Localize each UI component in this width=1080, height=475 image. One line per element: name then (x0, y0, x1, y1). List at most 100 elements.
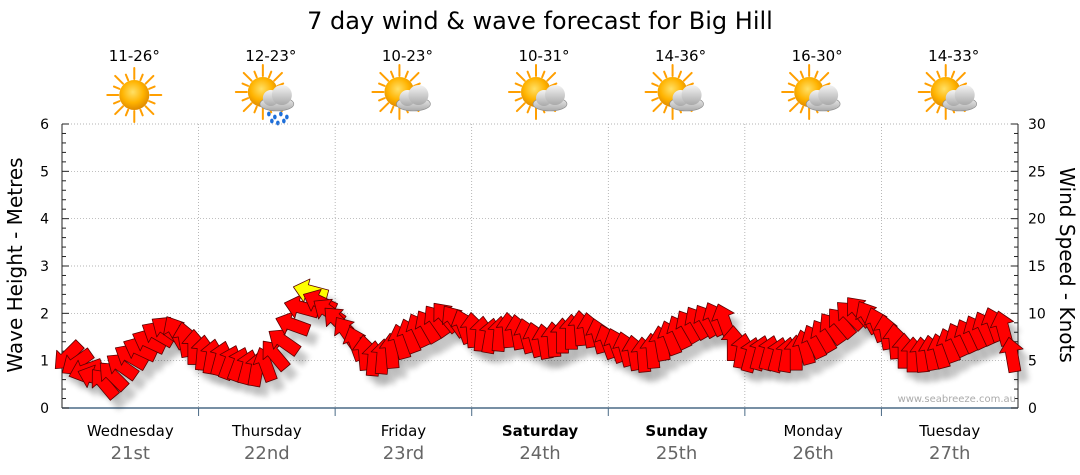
sun-ray (651, 97, 659, 102)
y-tick-label-right: 10 (1028, 306, 1046, 322)
sun-ray (924, 82, 932, 87)
sun-ray (686, 82, 694, 87)
sun-ray (936, 105, 941, 114)
credit-text: www.seabreeze.com.au (898, 394, 1016, 405)
day-temp-range: 16-30° (792, 47, 843, 65)
sun-ray (819, 71, 830, 82)
day-name-label: Sunday (645, 422, 708, 440)
sun-ray (663, 105, 668, 114)
cloud-puff (408, 85, 429, 105)
cloud-shape (942, 85, 978, 112)
sun-ray (390, 105, 395, 114)
y-tick-label-left: 6 (40, 117, 49, 133)
raindrop (267, 111, 271, 117)
sun-ray (267, 70, 273, 79)
day-temp-range: 12-23° (245, 47, 296, 65)
y-tick-label-right: 15 (1028, 259, 1046, 275)
sun-ray (413, 82, 421, 87)
sun-ray (651, 82, 659, 87)
sun-ray (959, 82, 968, 87)
sun-ray (526, 105, 531, 114)
partly-cloudy-icon (371, 64, 431, 120)
raindrop (279, 111, 283, 117)
cloud-shape (532, 85, 568, 112)
day-temp-range: 14-33° (928, 47, 979, 65)
day-labels: Wednesday 21st Thursday 22nd Friday 23rd Satur… (87, 422, 980, 464)
sun-ray (378, 82, 386, 87)
day-temp-range: 10-23° (382, 47, 433, 65)
y-tick-label-right: 5 (1028, 354, 1037, 370)
sun-ray (925, 102, 936, 113)
sun-ray (242, 71, 253, 82)
y-axis-right-label: Wind Speed - Knots (1055, 167, 1079, 363)
cloud-puff (681, 85, 702, 105)
wind-arrow (268, 329, 302, 357)
sun-ray (379, 102, 390, 113)
y-tick-label-left: 3 (40, 259, 49, 275)
wind-arrow (106, 353, 140, 382)
day-name-label: Tuesday (918, 422, 980, 440)
sun-ray (652, 102, 663, 113)
sun-ray (663, 70, 668, 79)
sun-ray (652, 71, 663, 82)
sun-ray (390, 70, 395, 79)
sun-ray (139, 108, 144, 117)
sun-ray (526, 70, 531, 79)
sun-ray (956, 71, 966, 82)
day-date-label: 23rd (383, 443, 424, 464)
sun-ray (241, 97, 250, 102)
chart-axes: 0 1 2 3 4 5 6 0 5 10 15 20 25 30 (40, 117, 1046, 417)
raindrop (285, 114, 289, 120)
sun-ray (541, 70, 546, 79)
day-date-label: 26th (792, 443, 833, 464)
y-tick-label-right: 0 (1028, 401, 1037, 417)
sun-ray (241, 82, 250, 87)
sun-ray (682, 71, 693, 82)
sun-ray (253, 70, 258, 79)
sun-ray (677, 70, 682, 79)
wind-arrows (54, 278, 1024, 401)
wind-arrow (275, 311, 312, 337)
sun-ray (242, 102, 253, 113)
sun-ray (822, 82, 831, 87)
sun-ray (378, 97, 386, 102)
day-name-label: Friday (381, 422, 427, 440)
cloud-shape (805, 85, 841, 112)
partly-cloudy-icon (781, 64, 841, 120)
sun-ray (787, 97, 796, 102)
sun-ray (144, 74, 155, 85)
sun-ray (799, 70, 805, 79)
y-tick-label-left: 2 (40, 306, 49, 322)
y-axis-left-label: Wave Height - Metres (3, 157, 27, 372)
day-name-label: Monday (784, 422, 843, 440)
day-date-label: 25th (656, 443, 697, 464)
y-tick-label-left: 0 (40, 401, 49, 417)
sunny-icon (106, 67, 163, 123)
raindrop (273, 114, 277, 120)
sun-ray (148, 100, 156, 105)
cloud-puff (954, 85, 975, 105)
day-temp-range: 10-31° (518, 47, 569, 65)
partly-cloudy-icon (644, 64, 704, 120)
y-tick-label-right: 25 (1028, 164, 1046, 180)
day-date-label: 24th (519, 443, 560, 464)
sun-ray (814, 70, 819, 79)
sun-ray (789, 71, 799, 82)
sun-ray (409, 71, 420, 82)
sun-ray (144, 105, 155, 116)
partly-cloudy-rain-icon (234, 64, 295, 126)
cloud-shape (259, 85, 295, 126)
sun-ray (514, 97, 523, 102)
sun-ray (515, 71, 526, 82)
day-date-label: 21st (111, 443, 150, 464)
sun-ray (515, 102, 526, 113)
y-tick-label-right: 30 (1028, 117, 1046, 133)
sun-ray (114, 74, 124, 85)
cloud-puff (271, 85, 292, 105)
sun-ray (950, 70, 956, 79)
cloud-puff (818, 85, 839, 105)
sun-ray (112, 85, 121, 90)
sun-ray (112, 100, 121, 105)
raindrop (282, 118, 286, 124)
